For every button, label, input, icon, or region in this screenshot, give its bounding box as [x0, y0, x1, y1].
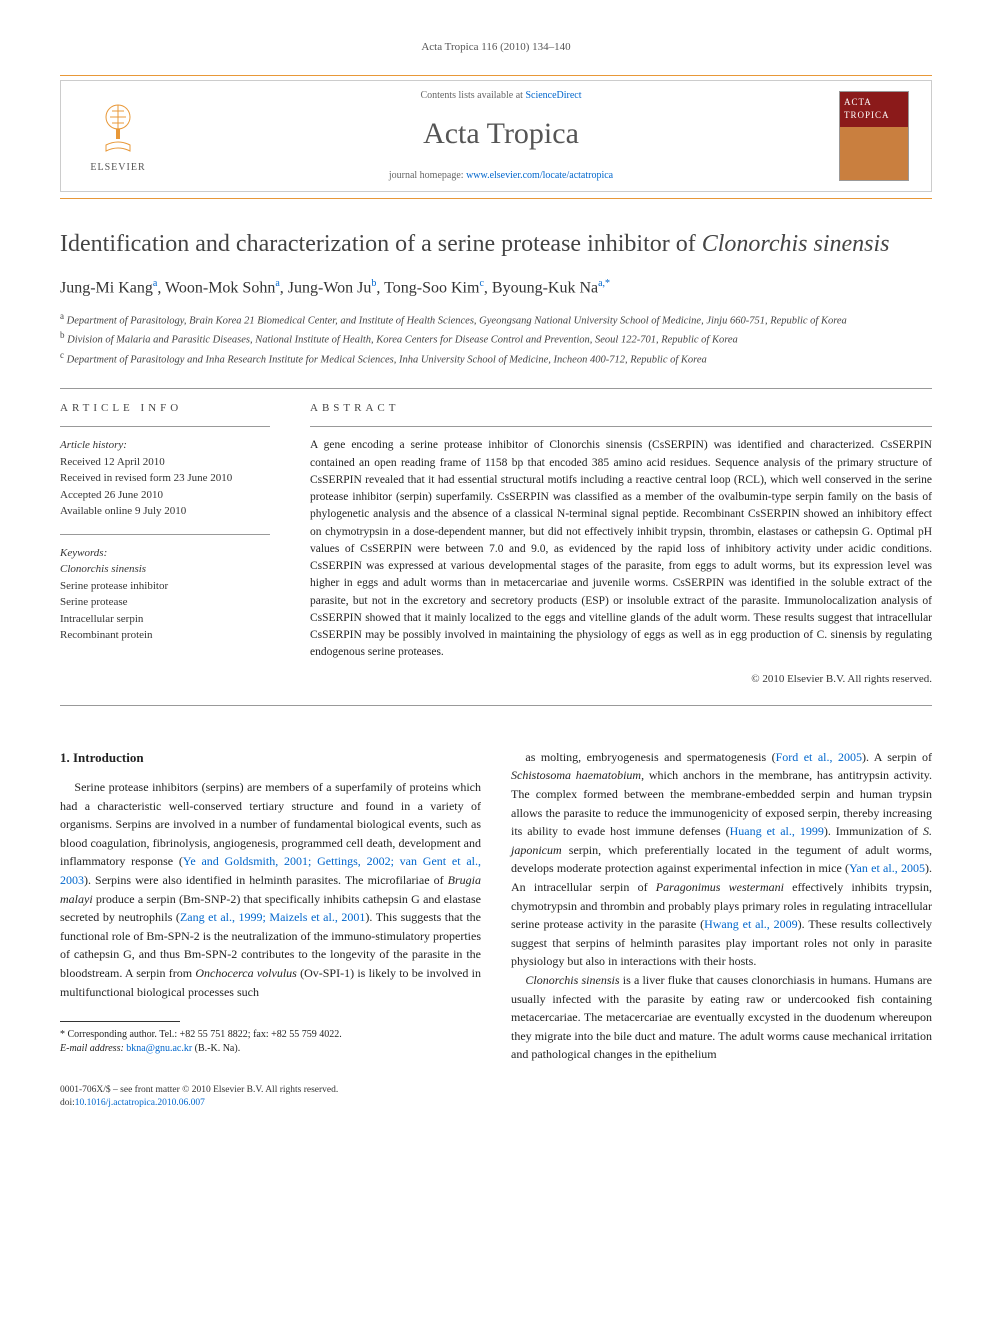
email-label: E-mail address: — [60, 1043, 126, 1054]
rule-top — [60, 75, 932, 76]
footnotes: * Corresponding author. Tel.: +82 55 751… — [60, 1028, 481, 1056]
history-line: Received in revised form 23 June 2010 — [60, 470, 270, 487]
abstract-label: ABSTRACT — [310, 401, 932, 416]
rule-info-2 — [60, 534, 270, 535]
article-info-column: ARTICLE INFO Article history: Received 1… — [60, 401, 270, 687]
article-title: Identification and characterization of a… — [60, 229, 932, 259]
journal-title: Acta Tropica — [163, 113, 839, 155]
abstract-copyright: © 2010 Elsevier B.V. All rights reserved… — [310, 672, 932, 687]
history-line: Accepted 26 June 2010 — [60, 487, 270, 504]
affiliation-line: b Division of Malaria and Parasitic Dise… — [60, 329, 932, 348]
page-root: Acta Tropica 116 (2010) 134–140 ELSEVIER… — [0, 0, 992, 1151]
intro-para-1: Serine protease inhibitors (serpins) are… — [60, 778, 481, 1001]
email-suffix: (B.-K. Na). — [192, 1043, 240, 1054]
author-list: Jung-Mi Kanga, Woon-Mok Sohna, Jung-Won … — [60, 277, 932, 300]
affiliation-line: c Department of Parasitology and Inha Re… — [60, 349, 932, 368]
abstract-column: ABSTRACT A gene encoding a serine protea… — [310, 401, 932, 687]
journal-banner: ELSEVIER Contents lists available at Sci… — [60, 80, 932, 192]
body-columns: 1. Introduction Serine protease inhibito… — [60, 748, 932, 1064]
affiliation-line: a Department of Parasitology, Brain Kore… — [60, 310, 932, 329]
contents-available: Contents lists available at ScienceDirec… — [163, 89, 839, 103]
intro-para-2: as molting, embryogenesis and spermatoge… — [511, 748, 932, 971]
rule-info-1 — [60, 426, 270, 427]
article-info-label: ARTICLE INFO — [60, 401, 270, 416]
banner-center: Contents lists available at ScienceDirec… — [163, 89, 839, 183]
email-line: E-mail address: bkna@gnu.ac.kr (B.-K. Na… — [60, 1042, 481, 1056]
journal-cover-thumb: ACTA TROPICA — [839, 91, 909, 181]
publisher-block: ELSEVIER — [73, 97, 163, 175]
keywords-block: Keywords: Clonorchis sinensisSerine prot… — [60, 545, 270, 644]
elsevier-tree-icon — [88, 97, 148, 157]
contents-prefix: Contents lists available at — [420, 90, 525, 101]
rule-above-abstract — [60, 388, 932, 389]
keyword-line: Intracellular serpin — [60, 611, 270, 628]
front-matter-line: 0001-706X/$ – see front matter © 2010 El… — [60, 1084, 932, 1097]
doi-prefix: doi: — [60, 1098, 75, 1108]
footnote-separator — [60, 1021, 180, 1022]
rule-below-abstract — [60, 705, 932, 706]
title-species: Clonorchis sinensis — [702, 231, 890, 257]
body-col-left: 1. Introduction Serine protease inhibito… — [60, 748, 481, 1064]
running-head: Acta Tropica 116 (2010) 134–140 — [60, 40, 932, 55]
doi-link[interactable]: 10.1016/j.actatropica.2010.06.007 — [75, 1098, 205, 1108]
publisher-name: ELSEVIER — [73, 161, 163, 175]
sciencedirect-link[interactable]: ScienceDirect — [525, 90, 581, 101]
doi-line: doi:10.1016/j.actatropica.2010.06.007 — [60, 1097, 932, 1110]
body-col-right: as molting, embryogenesis and spermatoge… — [511, 748, 932, 1064]
home-prefix: journal homepage: — [389, 170, 466, 181]
journal-homepage: journal homepage: www.elsevier.com/locat… — [163, 169, 839, 183]
intro-heading: 1. Introduction — [60, 748, 481, 768]
keyword-line: Serine protease inhibitor — [60, 578, 270, 595]
article-history: Article history: Received 12 April 2010R… — [60, 437, 270, 520]
rule-under-banner — [60, 198, 932, 199]
keyword-line: Recombinant protein — [60, 627, 270, 644]
journal-home-link[interactable]: www.elsevier.com/locate/actatropica — [466, 170, 613, 181]
title-text: Identification and characterization of a… — [60, 231, 702, 257]
intro-para-3: Clonorchis sinensis is a liver fluke tha… — [511, 971, 932, 1064]
email-link[interactable]: bkna@gnu.ac.kr — [126, 1043, 192, 1054]
history-head: Article history: — [60, 437, 270, 454]
keyword-line: Clonorchis sinensis — [60, 561, 270, 578]
rule-abs — [310, 426, 932, 427]
history-line: Available online 9 July 2010 — [60, 503, 270, 520]
affiliations: a Department of Parasitology, Brain Kore… — [60, 310, 932, 368]
history-line: Received 12 April 2010 — [60, 454, 270, 471]
abstract-text: A gene encoding a serine protease inhibi… — [310, 437, 932, 661]
page-footer: 0001-706X/$ – see front matter © 2010 El… — [60, 1084, 932, 1111]
keywords-head: Keywords: — [60, 545, 270, 562]
corresponding-author: * Corresponding author. Tel.: +82 55 751… — [60, 1028, 481, 1042]
info-abstract-row: ARTICLE INFO Article history: Received 1… — [60, 401, 932, 687]
keyword-line: Serine protease — [60, 594, 270, 611]
cover-title: ACTA TROPICA — [844, 96, 904, 121]
cover-block: ACTA TROPICA — [839, 91, 919, 181]
